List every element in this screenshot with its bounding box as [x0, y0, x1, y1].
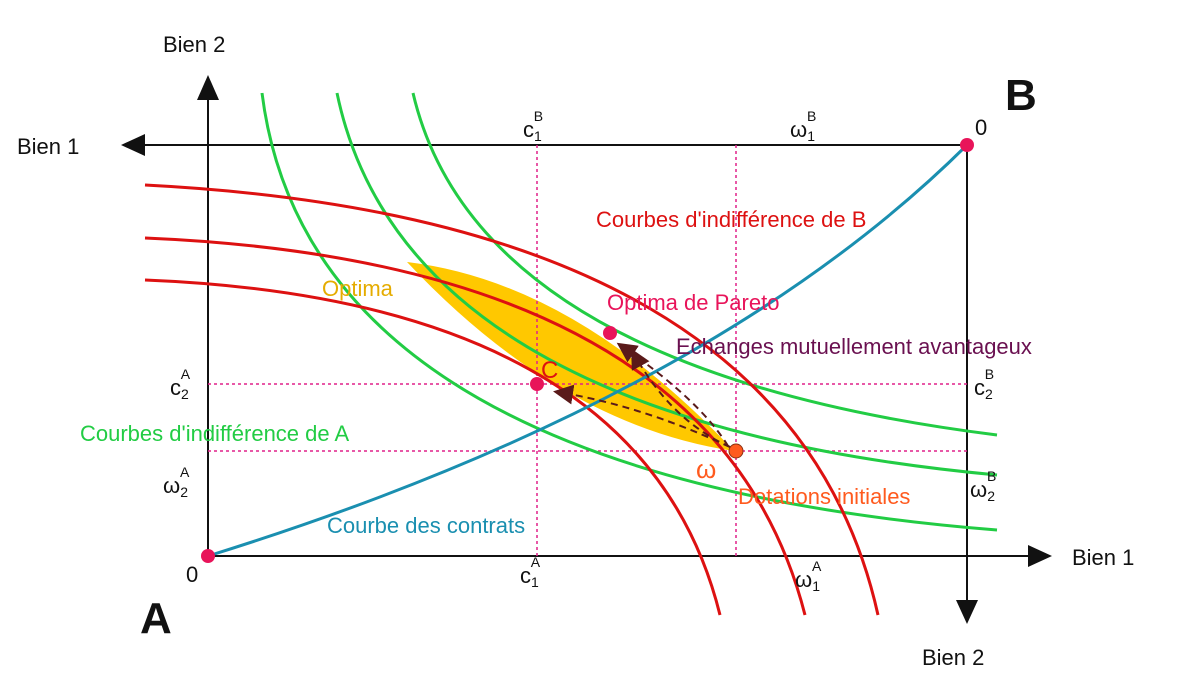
- tick-w1-a-sup: A: [812, 558, 822, 574]
- indifference-curve-b-2: [144, 236, 807, 616]
- axis-a-y-arrowhead: [197, 75, 219, 100]
- omega-point-label: ω: [696, 454, 716, 484]
- tick-c1-a-sup: A: [531, 554, 541, 570]
- axis-b-y-arrowhead: [956, 600, 978, 624]
- origin-a-label: 0: [186, 562, 198, 587]
- tick-w2-a: ω2 A: [163, 464, 190, 500]
- axis-arrowheads: [121, 75, 1052, 624]
- guide-lines: [208, 145, 967, 556]
- indifference-curve-b-3: [144, 278, 722, 616]
- indifference-curve-a-2: [335, 92, 998, 477]
- tick-c2-a-sub: 2: [181, 386, 189, 402]
- tick-w2-b-sub: 2: [987, 488, 995, 504]
- echanges-label: Echanges mutuellement avantageux: [676, 334, 1032, 359]
- contract-curve-label: Courbe des contrats: [327, 513, 525, 538]
- tick-w2-b-main: ω: [970, 477, 987, 502]
- corner-label-a: A: [140, 594, 172, 643]
- omega-point: [728, 443, 744, 459]
- tick-c1-a-sub: 1: [531, 574, 539, 590]
- tick-w2-b: ω2 B: [970, 468, 996, 504]
- axis-a-x-label: Bien 1: [1072, 545, 1134, 570]
- tick-w1-a: ω1 A: [795, 558, 822, 594]
- tick-w2-a-sub: 2: [180, 484, 188, 500]
- tick-c1-a: c1 A: [520, 554, 541, 590]
- tick-w1-b-sup: B: [807, 108, 816, 124]
- axis-b-y-label: Bien 2: [922, 645, 984, 670]
- point-c: [530, 377, 544, 391]
- tick-c2-a-sup: A: [181, 366, 191, 382]
- origin-a-point: [201, 549, 215, 563]
- tick-w1-a-main: ω: [795, 567, 812, 592]
- tick-c2-b-main: c: [974, 375, 985, 400]
- trade-arrow-to-pareto-1: [631, 348, 731, 448]
- contract-curve: [207, 143, 969, 558]
- axis-b-x-label: Bien 1: [17, 134, 79, 159]
- tick-c1-b-sup: B: [534, 108, 543, 124]
- optima-label: Optima: [322, 276, 394, 301]
- tick-w1-b: ω1 B: [790, 108, 816, 144]
- tick-w1-b-main: ω: [790, 117, 807, 142]
- tick-w2-b-sup: B: [987, 468, 996, 484]
- trade-arrow-to-c: [553, 384, 731, 448]
- indifference-a-label: Courbes d'indifférence de A: [80, 421, 350, 446]
- tick-w2-a-sup: A: [180, 464, 190, 480]
- tick-c2-b-sub: 2: [985, 386, 993, 402]
- axis-a-x-arrowhead: [1028, 545, 1052, 567]
- pareto-point: [603, 326, 617, 340]
- tick-c2-a-main: c: [170, 375, 181, 400]
- tick-w1-a-sub: 1: [812, 578, 820, 594]
- tick-c1-b-sub: 1: [534, 128, 542, 144]
- indifference-curve-b-1: [144, 183, 880, 616]
- axis-a-y-label: Bien 2: [163, 32, 225, 57]
- tick-c1-b-main: c: [523, 117, 534, 142]
- tick-w1-b-sub: 1: [807, 128, 815, 144]
- dotations-label: Dotations initiales: [738, 484, 910, 509]
- indifference-curve-a-3: [411, 92, 998, 437]
- tick-c2-a: c2 A: [170, 366, 191, 402]
- box-axes: [145, 100, 1030, 600]
- tick-c1-a-main: c: [520, 563, 531, 588]
- trade-arrow-to-pareto-2: [616, 342, 729, 447]
- origin-b-point: [960, 138, 974, 152]
- tick-w2-a-main: ω: [163, 473, 180, 498]
- tick-c2-b-sup: B: [985, 366, 994, 382]
- trade-arrows: [553, 342, 731, 448]
- pareto-label: Optima de Pareto: [607, 290, 779, 315]
- points: [201, 138, 974, 563]
- tick-c2-b: c2 B: [974, 366, 994, 402]
- indifference-curves-b: [144, 183, 880, 616]
- point-c-label: C: [541, 357, 558, 384]
- axis-b-x-arrowhead: [121, 134, 145, 156]
- tick-c1-b: c1 B: [523, 108, 543, 144]
- indifference-b-label: Courbes d'indifférence de B: [596, 207, 866, 232]
- corner-label-b: B: [1005, 71, 1037, 120]
- origin-b-label: 0: [975, 115, 987, 140]
